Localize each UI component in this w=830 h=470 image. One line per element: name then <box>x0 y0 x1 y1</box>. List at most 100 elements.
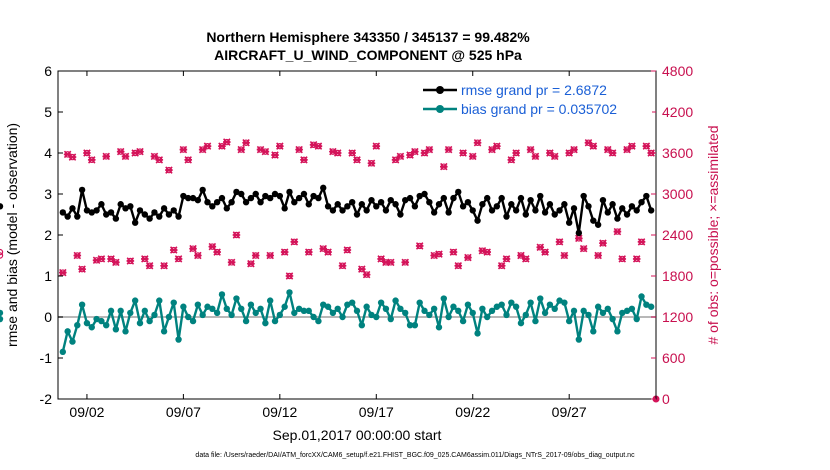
data-file-footnote: data file: /Users/raeder/DAI/ATM_forcXX/… <box>195 452 635 459</box>
bias-point <box>541 309 549 317</box>
rmse-point <box>199 186 206 194</box>
rmse-point <box>300 190 308 198</box>
rmse-point <box>160 205 168 212</box>
obs-assimilated-marker <box>497 261 506 270</box>
obs-assimilated-marker <box>285 272 294 280</box>
obs-assimilated-marker <box>401 258 410 267</box>
bias-point <box>242 317 250 325</box>
obs-assimilated-marker <box>155 156 164 164</box>
rmse-point <box>194 196 202 204</box>
rmse-point <box>151 209 158 216</box>
rmse-point <box>107 209 115 216</box>
rmse-point <box>503 213 510 220</box>
y2-tick-label: 2400 <box>662 227 693 243</box>
bias-point <box>131 297 139 304</box>
rmse-line <box>62 186 653 235</box>
obs-assimilated-marker <box>184 156 193 164</box>
obs-assimilated-marker <box>222 138 231 146</box>
bias-point <box>609 315 616 323</box>
bias-point <box>160 328 168 335</box>
bias-point <box>271 317 279 325</box>
rmse-point <box>406 194 414 202</box>
rmse-point <box>74 213 81 220</box>
obs-assimilated-marker <box>136 147 144 156</box>
obs-assimilated-marker <box>160 261 168 270</box>
bias-point <box>122 328 129 335</box>
y-axis-label: rmse and bias (model - observation) <box>4 123 20 347</box>
obs-assimilated-marker <box>613 227 622 236</box>
bias-point <box>185 313 192 321</box>
rmse-point <box>117 201 124 208</box>
bias-point <box>406 322 414 329</box>
rmse-point <box>324 203 332 210</box>
bias-point <box>93 315 100 323</box>
bias-point <box>69 338 76 345</box>
y2-tick-label: 1800 <box>662 268 693 284</box>
rmse-point <box>257 199 264 206</box>
obs-assimilated-marker <box>83 149 91 157</box>
rmse-point <box>459 203 467 210</box>
rmse-point <box>358 201 366 208</box>
rmse-point <box>59 209 67 216</box>
bias-point <box>348 299 356 306</box>
obs-assimilated-marker <box>435 250 443 258</box>
rmse-point <box>180 192 187 200</box>
bias-point <box>228 311 235 319</box>
obs-assimilated-marker <box>483 248 492 256</box>
legend-rmse-marker <box>436 86 444 94</box>
bias-point <box>479 305 486 312</box>
obs-assimilated-marker <box>386 258 395 267</box>
y-tick-label: 2 <box>44 227 52 243</box>
bias-point <box>204 303 211 310</box>
rmse-point <box>93 207 100 214</box>
bias-point <box>537 295 544 302</box>
rmse-point <box>619 205 626 212</box>
rmse-point <box>508 201 515 208</box>
rmse-point <box>88 209 95 216</box>
bias-point <box>599 309 607 317</box>
rmse-point <box>643 192 650 200</box>
rmse-point <box>638 199 645 206</box>
bias-point <box>189 317 197 325</box>
obs-assimilated-marker <box>295 145 303 154</box>
rmse-point <box>377 199 385 206</box>
rmse-point <box>213 199 221 206</box>
bias-point <box>103 322 110 329</box>
rmse-point <box>295 194 303 202</box>
obs-assimilated-marker <box>290 238 299 246</box>
obs-assimilated-marker <box>314 142 323 150</box>
rmse-point <box>527 196 534 204</box>
y2-tick-label: 600 <box>662 350 686 366</box>
bias-point <box>426 311 433 319</box>
obs-assimilated-marker <box>473 138 482 147</box>
obs-assimilated-marker <box>78 265 86 273</box>
bias-point <box>286 289 293 296</box>
rmse-point <box>561 201 568 208</box>
bias-point <box>247 301 255 308</box>
bias-point <box>402 309 409 317</box>
y2-tick-label: 0 <box>662 391 670 407</box>
y2-tick-label: 1200 <box>662 309 693 325</box>
obs-assimilated-marker <box>411 147 419 156</box>
bias-point <box>430 305 438 312</box>
obs-possible-marker <box>0 252 4 259</box>
bias-point <box>156 297 163 304</box>
obs-assimilated-marker <box>608 149 617 157</box>
bias-point <box>74 322 81 329</box>
obs-assimilated-marker <box>232 231 241 239</box>
rmse-point <box>127 203 134 210</box>
obs-assimilated-marker <box>189 244 197 253</box>
chart-subtitle: AIRCRAFT_U_WIND_COMPONENT @ 525 hPa <box>214 47 522 63</box>
obs-assimilated-marker <box>203 142 212 150</box>
bias-point <box>377 299 385 306</box>
rmse-point <box>281 205 288 212</box>
obs-assimilated-marker <box>87 156 96 164</box>
bias-point <box>353 307 361 315</box>
bias-point <box>392 297 399 304</box>
plot-area <box>0 138 660 403</box>
rmse-point <box>64 213 71 220</box>
bias-point <box>112 326 120 333</box>
bias-point <box>532 317 539 325</box>
bias-point <box>493 303 501 310</box>
bias-point <box>373 313 380 321</box>
